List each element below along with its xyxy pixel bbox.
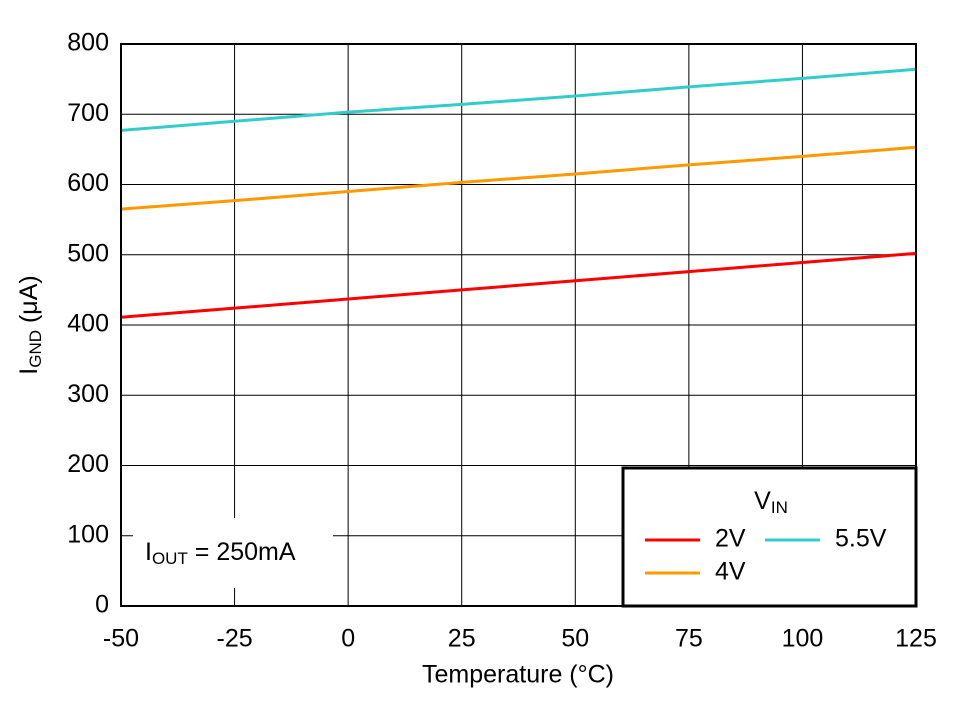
y-label-main: I xyxy=(15,368,43,375)
legend-title-main: V xyxy=(754,487,771,515)
data-line xyxy=(120,145,917,211)
y-tick-label: 500 xyxy=(67,239,109,267)
y-tick-label: 800 xyxy=(67,29,109,57)
x-tick-label: 125 xyxy=(895,625,937,653)
x-tick-label: 0 xyxy=(341,625,355,653)
y-tick-label: 300 xyxy=(67,380,109,408)
annotation-main: I xyxy=(145,538,152,566)
annotation-sub: OUT xyxy=(152,549,188,568)
data-line xyxy=(120,67,917,132)
x-tick-label: 100 xyxy=(782,625,824,653)
legend-label: 5.5V xyxy=(835,525,887,553)
annotation: IOUT = 250mA xyxy=(145,538,296,569)
x-tick-label: 25 xyxy=(448,625,476,653)
y-tick-label: 0 xyxy=(95,591,109,619)
x-tick-label: 75 xyxy=(675,625,703,653)
y-label-rest: (μA) xyxy=(15,275,43,330)
x-axis-label: Temperature (°C) xyxy=(422,661,614,689)
legend-title-sub: IN xyxy=(771,498,788,517)
y-axis-label: IGND (μA) xyxy=(15,275,46,374)
annotation-box xyxy=(133,518,333,588)
y-tick-label: 200 xyxy=(67,450,109,478)
legend-label: 4V xyxy=(715,558,746,586)
y-tick-label: 700 xyxy=(67,99,109,127)
x-tick-label: -50 xyxy=(103,625,139,653)
y-label-sub: GND xyxy=(26,330,45,368)
legend-box xyxy=(621,466,918,608)
x-tick-label: 50 xyxy=(561,625,589,653)
data-line xyxy=(120,251,917,319)
y-tick-label: 400 xyxy=(67,310,109,338)
annotation-rest: = 250mA xyxy=(188,538,296,566)
y-tick-label: 100 xyxy=(67,520,109,548)
plot-border xyxy=(120,43,917,607)
legend-title: VIN xyxy=(754,487,788,518)
legend-label: 2V xyxy=(715,525,746,553)
y-tick-label: 600 xyxy=(67,169,109,197)
x-tick-label: -25 xyxy=(217,625,253,653)
